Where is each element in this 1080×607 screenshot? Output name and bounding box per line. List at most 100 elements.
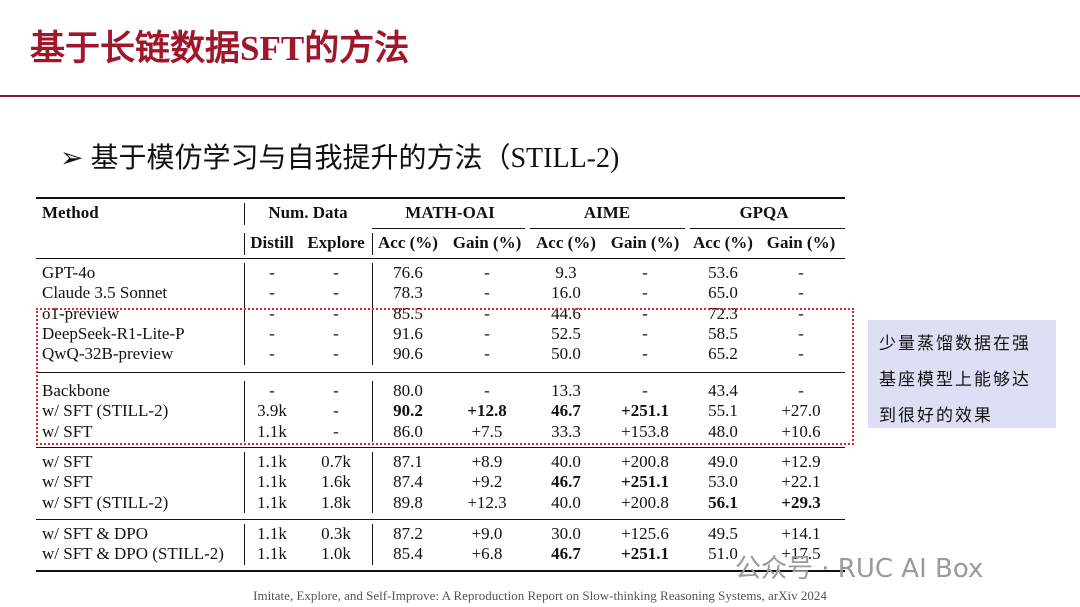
- sub-header: Acc (%): [536, 233, 596, 252]
- value-cell: +29.3: [781, 492, 821, 512]
- value-cell: +153.8: [621, 421, 669, 441]
- value-cell: -: [798, 381, 804, 400]
- value-cell: 1.0k: [321, 544, 351, 564]
- value-cell: +8.9: [471, 452, 503, 471]
- note-box: 少量蒸馏数据在强基座模型上能够达到很好的效果: [868, 320, 1056, 428]
- value-cell: +251.1: [621, 401, 669, 421]
- table-rule: [36, 197, 845, 199]
- method-cell: w/ SFT: [42, 452, 93, 471]
- value-cell: 1.8k: [321, 492, 351, 512]
- group-header: GPQA: [739, 203, 789, 222]
- method-cell: w/ SFT & DPO (STILL-2): [42, 544, 224, 564]
- value-cell: -: [798, 303, 804, 323]
- method-cell: Claude 3.5 Sonnet: [42, 283, 168, 303]
- sub-header: Gain (%): [610, 233, 680, 252]
- value-cell: -: [333, 344, 339, 364]
- value-cell: 53.6: [708, 263, 738, 282]
- value-cell: 91.6: [393, 323, 423, 343]
- value-cell: +27.0: [781, 401, 821, 421]
- value-cell: -: [333, 283, 339, 303]
- value-cell: +9.0: [471, 524, 503, 543]
- value-cell: 49.0: [708, 452, 738, 471]
- table-divider: [372, 452, 373, 513]
- value-cell: 90.6: [393, 344, 423, 364]
- bullet-text: 基于模仿学习与自我提升的方法（STILL-2): [90, 143, 620, 174]
- value-cell: 65.2: [708, 344, 738, 364]
- group-header: Num. Data: [268, 203, 348, 222]
- value-cell: 48.0: [708, 421, 738, 441]
- value-cell: -: [269, 263, 275, 282]
- value-cell: +6.8: [471, 544, 503, 564]
- group-header: Method: [42, 203, 99, 222]
- value-cell: 49.5: [708, 524, 738, 543]
- method-cell: GPT-4o: [42, 263, 96, 282]
- sub-header: Acc (%): [378, 233, 438, 252]
- value-cell: -: [333, 303, 339, 323]
- value-cell: 86.0: [393, 421, 423, 441]
- value-cell: +12.8: [467, 401, 507, 421]
- table-rule: [36, 519, 845, 520]
- table-divider: [244, 263, 245, 365]
- value-cell: 3.9k: [257, 401, 287, 421]
- value-cell: -: [333, 381, 339, 400]
- table-divider: [372, 263, 373, 365]
- value-cell: +251.1: [621, 544, 669, 564]
- title-rule: [0, 95, 1080, 97]
- table-rule: [372, 228, 525, 229]
- value-cell: +12.9: [781, 452, 821, 471]
- value-cell: +17.5: [781, 544, 821, 564]
- value-cell: -: [798, 323, 804, 343]
- value-cell: 16.0: [551, 283, 581, 303]
- highlight-box: [36, 308, 854, 445]
- sub-header: Explore: [307, 233, 365, 252]
- value-cell: +251.1: [621, 472, 669, 492]
- method-cell: DeepSeek-R1-Lite-P: [42, 323, 185, 343]
- value-cell: 87.2: [393, 524, 423, 543]
- group-header: AIME: [583, 203, 631, 222]
- value-cell: +7.5: [471, 421, 503, 441]
- value-cell: 52.5: [551, 323, 581, 343]
- table-divider: [244, 452, 245, 513]
- value-cell: 13.3: [551, 381, 581, 400]
- value-cell: -: [333, 421, 339, 441]
- group-header: MATH-OAI: [405, 203, 495, 222]
- method-cell: w/ SFT & DPO: [42, 524, 148, 543]
- table-rule: [36, 570, 845, 572]
- value-cell: 30.0: [551, 524, 581, 543]
- value-cell: -: [269, 303, 275, 323]
- sub-header: Acc (%): [693, 233, 753, 252]
- value-cell: 85.4: [393, 544, 423, 564]
- value-cell: 87.4: [393, 472, 423, 492]
- value-cell: -: [484, 263, 490, 282]
- value-cell: -: [484, 323, 490, 343]
- value-cell: 78.3: [393, 283, 423, 303]
- sub-header: Distill: [250, 233, 294, 252]
- bullet: ➢ 基于模仿学习与自我提升的方法（STILL-2): [60, 143, 620, 174]
- sub-header: Gain (%): [452, 233, 522, 252]
- value-cell: +200.8: [621, 452, 669, 471]
- table-divider: [244, 233, 245, 255]
- value-cell: -: [642, 381, 648, 400]
- value-cell: -: [484, 303, 490, 323]
- value-cell: -: [798, 344, 804, 364]
- table-rule: [690, 228, 845, 229]
- value-cell: -: [642, 323, 648, 343]
- value-cell: 89.8: [393, 492, 423, 512]
- table-rule: [36, 258, 845, 259]
- method-cell: w/ SFT (STILL-2): [42, 401, 169, 421]
- value-cell: 80.0: [393, 381, 423, 400]
- value-cell: 87.1: [393, 452, 423, 471]
- value-cell: 90.2: [393, 401, 423, 421]
- value-cell: -: [333, 401, 339, 421]
- value-cell: 58.5: [708, 323, 738, 343]
- slide-title: 基于长链数据SFT的方法: [30, 29, 410, 68]
- table-divider: [372, 381, 373, 442]
- value-cell: 1.1k: [257, 544, 287, 564]
- value-cell: 1.1k: [257, 452, 287, 471]
- value-cell: 46.7: [551, 401, 581, 421]
- value-cell: -: [642, 283, 648, 303]
- value-cell: 1.6k: [321, 472, 351, 492]
- value-cell: 1.1k: [257, 524, 287, 543]
